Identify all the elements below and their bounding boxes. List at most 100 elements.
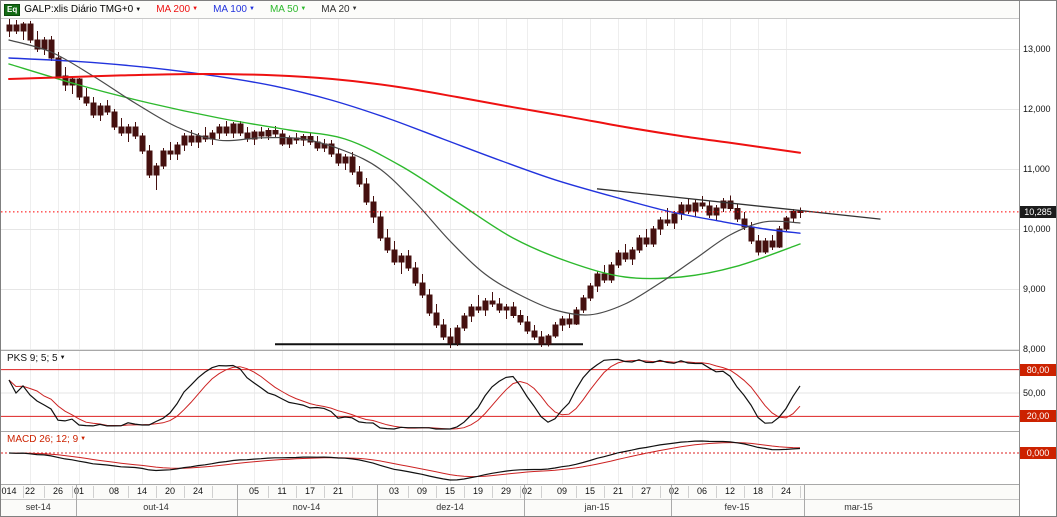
candle-body	[223, 126, 230, 134]
x-day-separator	[772, 486, 773, 498]
candle-body	[433, 312, 440, 326]
ma-200-dropdown-icon[interactable]: ▼	[192, 6, 199, 13]
candle-body	[335, 153, 342, 164]
ma-200-label: MA 200	[156, 4, 191, 15]
candle-body	[426, 294, 433, 314]
candle-body	[328, 143, 335, 155]
pks-label-text: PKS 9; 5; 5	[7, 353, 58, 364]
candle-body	[440, 324, 447, 338]
x-month-label: jan-15	[584, 502, 610, 512]
ma-50-dropdown-icon[interactable]: ▼	[300, 6, 307, 13]
x-day-label: 12	[724, 486, 736, 496]
macd-panel-chart[interactable]	[1, 432, 1019, 484]
candle-body	[552, 324, 559, 337]
resistance-trendline[interactable]	[596, 188, 881, 220]
x-day-label: 29	[500, 486, 512, 496]
candle-body	[384, 237, 391, 251]
macd-dropdown-icon[interactable]: ▼	[80, 436, 87, 443]
x-day-separator	[93, 486, 94, 498]
x-day-separator	[268, 486, 269, 498]
candle-body	[34, 39, 41, 50]
candle-body	[762, 240, 769, 253]
x-day-label: 26	[52, 486, 64, 496]
ma-100-indicator[interactable]: MA 100 ▼	[213, 4, 255, 15]
candle-body	[125, 126, 132, 134]
x-month-label: mar-15	[844, 502, 873, 512]
stoch-level-label: 50,00	[1023, 388, 1046, 398]
candle-body	[111, 111, 118, 128]
ma-20-dropdown-icon[interactable]: ▼	[351, 6, 358, 13]
candle-body	[160, 150, 167, 167]
candle-body	[538, 336, 545, 345]
pks-panel-divider[interactable]	[1, 350, 1019, 351]
time-axis[interactable]: 014 22 26 01 08 14 20 24 05 11 17 21 03 09 15 19 29 02 09 1…	[1, 485, 1019, 516]
candle-body	[608, 264, 615, 281]
x-day-separator	[800, 486, 801, 498]
ma-50-indicator[interactable]: MA 50 ▼	[270, 4, 306, 15]
x-day-separator	[408, 486, 409, 498]
candle-body	[720, 200, 727, 209]
candle-body	[447, 336, 454, 344]
candle-body	[678, 204, 685, 215]
x-day-separator	[576, 486, 577, 498]
candle-body	[398, 255, 405, 263]
candle-body	[349, 156, 356, 173]
price-axis[interactable]: 13,000 12,000 11,000 10,000 9,000 8,000 10,285…	[1019, 1, 1056, 516]
horizontal-gridlines	[1, 49, 1019, 350]
macd-zero-badge: 0,000	[1020, 447, 1056, 459]
x-day-label: 18	[752, 486, 764, 496]
candle-body	[699, 202, 706, 207]
candle-body	[482, 300, 489, 311]
candle-body	[524, 321, 531, 332]
candle-body	[545, 335, 552, 345]
candle-body	[272, 130, 279, 135]
symbol-title[interactable]: GALP:xlis Diário TMG+0	[24, 4, 134, 15]
candle-body	[265, 130, 272, 137]
candle-body	[496, 303, 503, 311]
candle-body	[230, 123, 237, 134]
candle-body	[356, 171, 363, 185]
pks-dropdown-icon[interactable]: ▼	[59, 355, 66, 362]
y-tick-label: 10,000	[1023, 224, 1051, 234]
y-tick-label: 13,000	[1023, 44, 1051, 54]
candle-body	[258, 131, 265, 137]
candle-body	[692, 202, 699, 212]
candle-body	[727, 200, 734, 210]
x-day-separator	[436, 486, 437, 498]
x-day-separator	[324, 486, 325, 498]
x-day-separator	[44, 486, 45, 498]
main-price-chart[interactable]	[1, 19, 1019, 350]
ma-100-dropdown-icon[interactable]: ▼	[249, 6, 255, 13]
x-day-label: 05	[248, 486, 260, 496]
candle-body	[594, 273, 601, 287]
candle-body	[405, 255, 412, 269]
stoch-d-line	[8, 359, 801, 430]
x-day-separator	[296, 486, 297, 498]
candle-body	[643, 237, 650, 245]
ma-20-indicator[interactable]: MA 20 ▼	[321, 4, 357, 15]
stochastic-panel-chart[interactable]	[1, 351, 1019, 431]
x-day-label: 15	[444, 486, 456, 496]
macd-label[interactable]: MACD 26; 12; 9 ▼	[5, 434, 89, 445]
symbol-dropdown-icon[interactable]: ▼	[135, 6, 142, 13]
x-day-separator	[520, 486, 521, 498]
ma-100-label: MA 100	[213, 4, 247, 15]
pks-label[interactable]: PKS 9; 5; 5 ▼	[5, 353, 68, 364]
ma-200-indicator[interactable]: MA 200 ▼	[156, 4, 198, 15]
candle-body	[83, 96, 90, 104]
ma-50-label: MA 50	[269, 4, 299, 15]
x-day-label: 02	[521, 486, 533, 496]
time-axis-separator	[1, 499, 1019, 500]
xaxis-divider	[1, 484, 1019, 485]
x-day-label: 19	[472, 486, 484, 496]
x-day-label: 09	[416, 486, 428, 496]
candle-body	[174, 144, 181, 155]
stoch-level-badge: 80,00	[1020, 363, 1056, 376]
macd-label-text: MACD 26; 12; 9	[7, 434, 79, 445]
x-month-label: nov-14	[292, 502, 321, 512]
macd-panel-divider[interactable]	[1, 431, 1019, 432]
x-day-label: 09	[556, 486, 568, 496]
ma-200-line	[8, 73, 801, 154]
x-month-separator	[75, 485, 77, 516]
candle-body	[587, 285, 594, 299]
